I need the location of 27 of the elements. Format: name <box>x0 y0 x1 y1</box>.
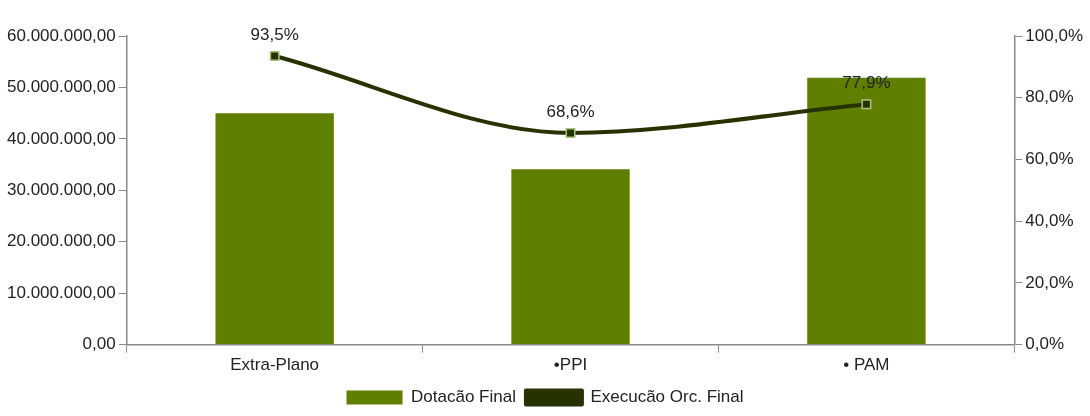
point <box>861 99 872 110</box>
point <box>565 127 576 138</box>
y2-tick-label: 20,0% <box>1025 272 1074 292</box>
x-tick-label: Extra-Plano <box>230 355 320 375</box>
y-tick-label: 40.000.000,00 <box>7 128 116 148</box>
bar <box>215 113 334 345</box>
y2-tick-label: 80,0% <box>1025 87 1074 107</box>
bar <box>807 77 926 345</box>
x-tick-label: •PPI <box>553 355 588 375</box>
y2-tick-label: 0,0% <box>1025 334 1065 354</box>
y-tick-label: 50.000.000,00 <box>7 77 116 97</box>
data-label: 77,9% <box>842 73 891 93</box>
bar <box>511 169 630 345</box>
y-tick-label: 30.000.000,00 <box>7 179 116 199</box>
legend-label: Execucão Orc. Final <box>590 387 744 407</box>
x-tick-label: • PAM <box>843 355 890 375</box>
point <box>269 51 280 62</box>
data-label: 93,5% <box>250 25 299 45</box>
legend-label: Dotacão Final <box>411 387 516 407</box>
y2-tick-label: 100,0% <box>1025 25 1084 45</box>
y-tick-label: 10.000.000,00 <box>7 282 116 302</box>
data-label: 68,6% <box>546 102 595 122</box>
y2-tick-label: 40,0% <box>1025 210 1074 230</box>
y-tick-label: 60.000.000,00 <box>7 25 116 45</box>
y-tick-label: 0,00 <box>82 334 116 354</box>
y2-tick-label: 60,0% <box>1025 149 1074 169</box>
y-tick-label: 20.000.000,00 <box>7 231 116 251</box>
